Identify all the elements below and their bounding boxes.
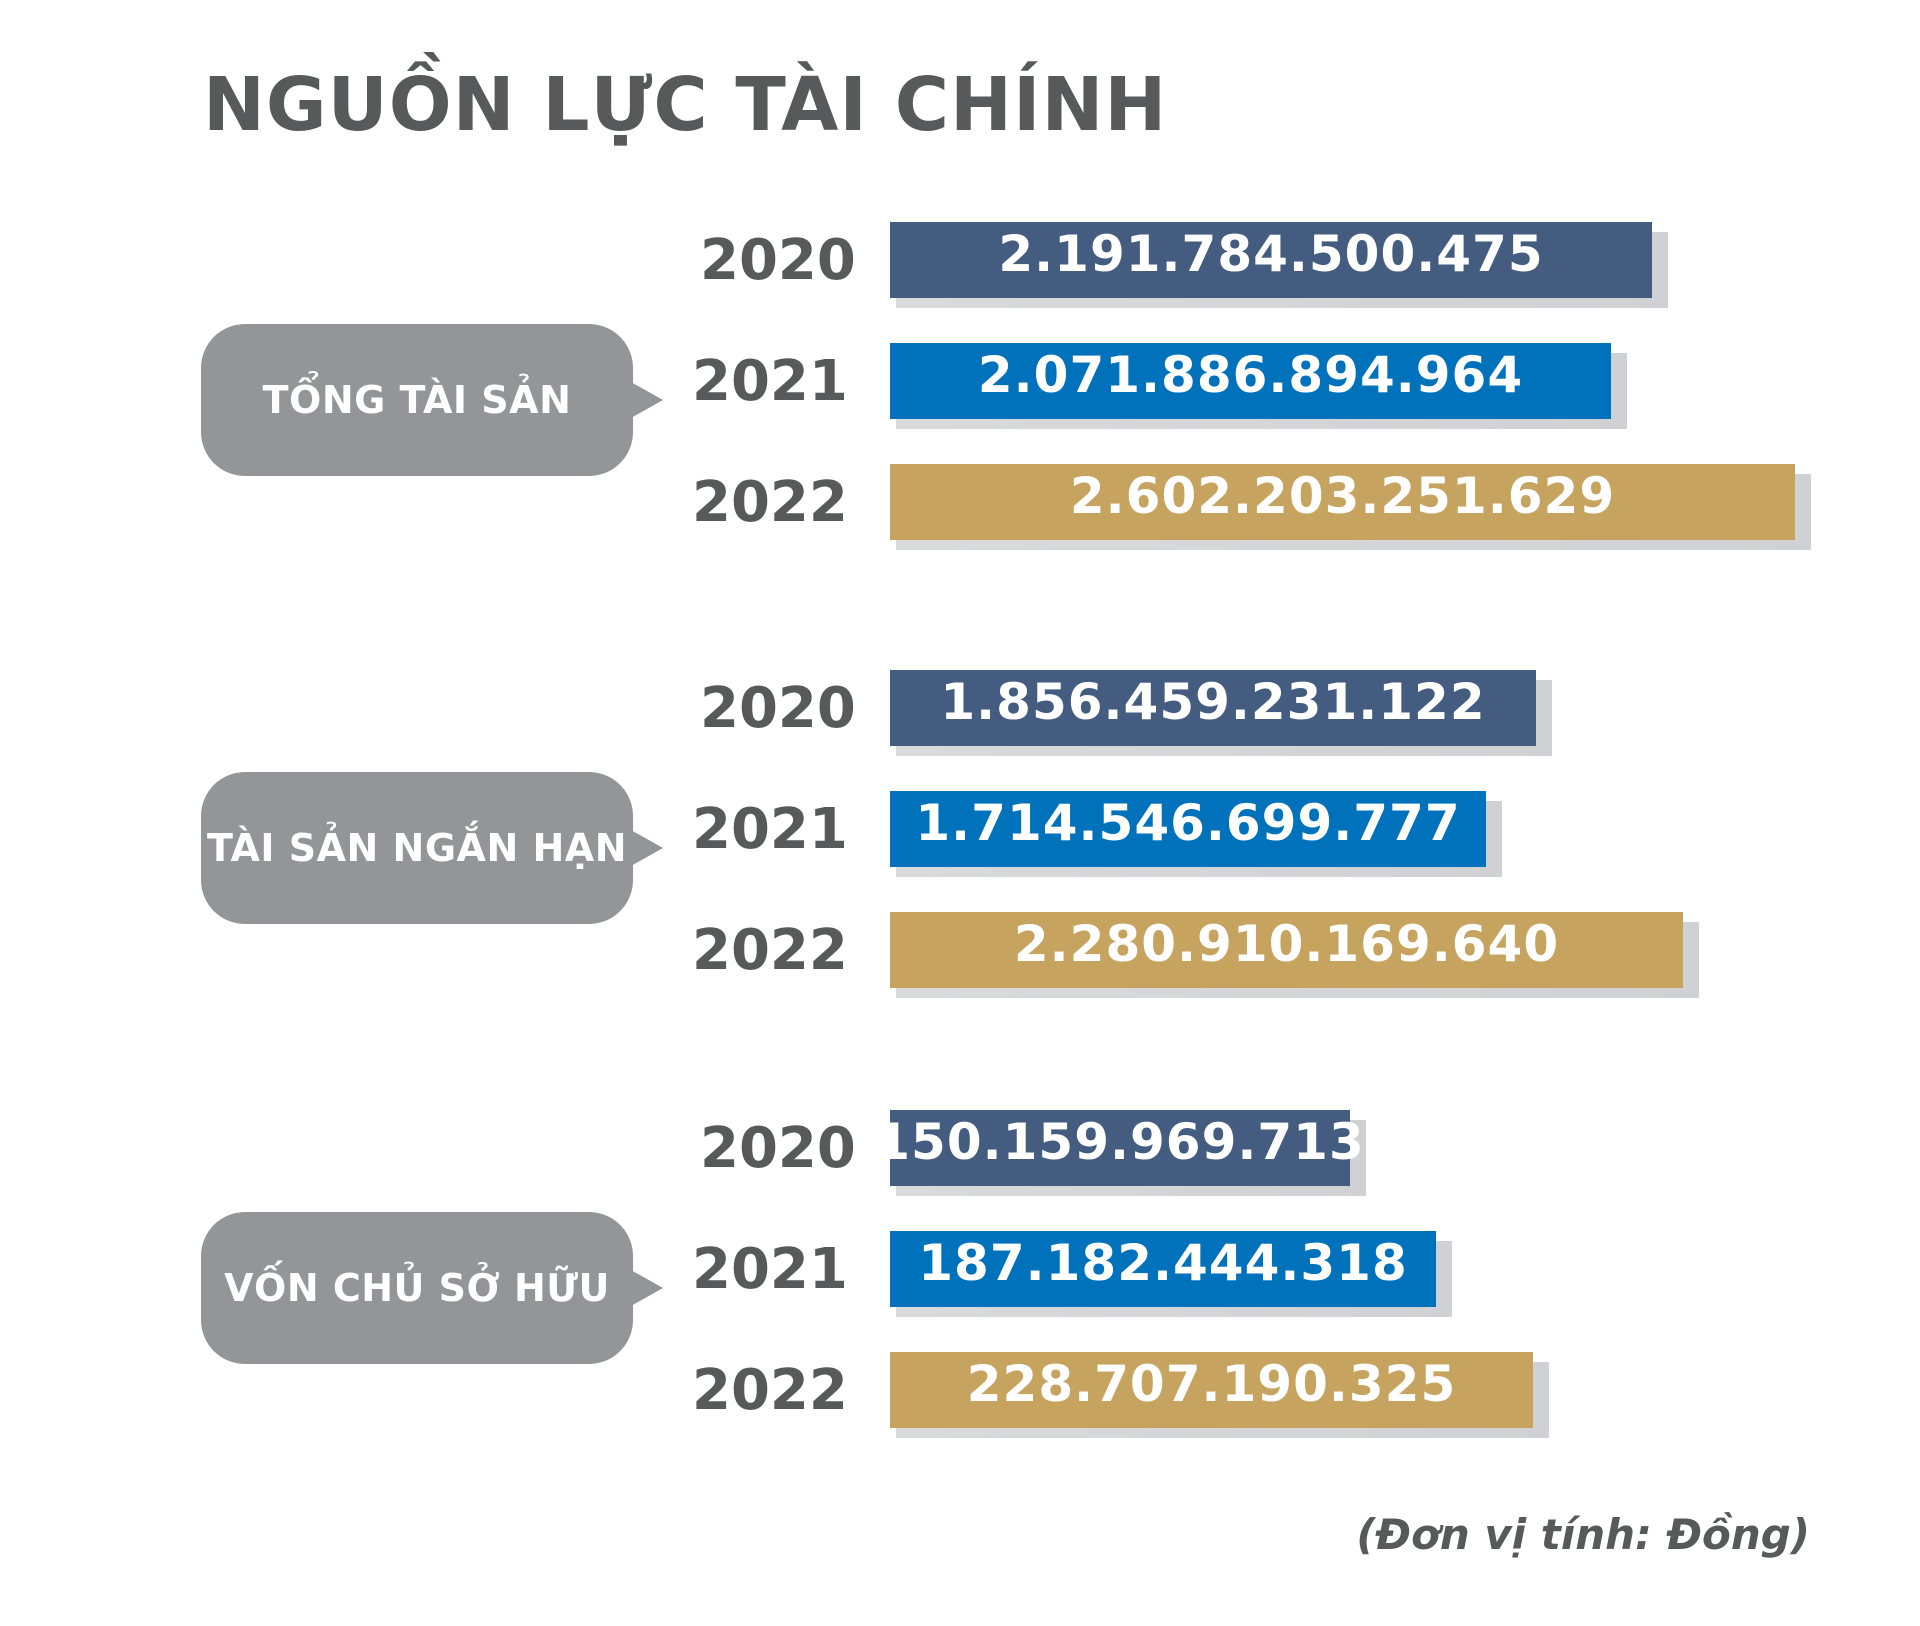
group-0: TỔNG TÀI SẢN 2020 2.191.784.500.475 2021 2.0… — [0, 222, 1920, 552]
bar-2022: 2.602.203.251.629 — [890, 464, 1795, 540]
category-bubble: VỐN CHỦ SỞ HỮU — [201, 1212, 663, 1364]
bar-value-label: 2.602.203.251.629 — [1069, 467, 1616, 525]
bar-2021: 2.071.886.894.964 — [890, 343, 1611, 419]
bar-2022: 2.280.910.169.640 — [890, 912, 1683, 988]
bar-row: 2022 228.707.190.325 — [0, 1352, 1920, 1438]
year-label: 2021 — [692, 349, 848, 414]
bar-2021: 187.182.444.318 — [890, 1231, 1436, 1307]
chart-title: NGUỒN LỰC TÀI CHÍNH — [203, 62, 1168, 148]
bar-value-label: 228.707.190.325 — [966, 1355, 1457, 1413]
bar-value-label: 2.191.784.500.475 — [998, 225, 1544, 283]
bar-row: 2020 150.159.969.713 — [0, 1110, 1920, 1196]
bar-row: 2022 2.280.910.169.640 — [0, 912, 1920, 998]
year-label: 2020 — [700, 228, 856, 293]
year-label: 2021 — [692, 1237, 848, 1302]
bar-row: 2020 1.856.459.231.122 — [0, 670, 1920, 756]
year-label: 2020 — [700, 1116, 856, 1181]
bar-2021: 1.714.546.699.777 — [890, 791, 1486, 867]
year-label: 2020 — [700, 676, 856, 741]
bar-row: 2021 2.071.886.894.964 — [0, 343, 1920, 429]
bar-value-label: 2.071.886.894.964 — [977, 346, 1524, 404]
bar-2020: 2.191.784.500.475 — [890, 222, 1652, 298]
category-bubble: TỔNG TÀI SẢN — [201, 324, 663, 476]
bar-value-label: 1.856.459.231.122 — [940, 673, 1486, 731]
bar-row: 2022 2.602.203.251.629 — [0, 464, 1920, 550]
year-label: 2022 — [692, 470, 848, 535]
bar-row: 2020 2.191.784.500.475 — [0, 222, 1920, 308]
bar-value-label: 2.280.910.169.640 — [1013, 915, 1560, 973]
group-2: VỐN CHỦ SỞ HỮU 2020 150.159.969.713 2021 187… — [0, 1110, 1920, 1440]
bar-2020: 1.856.459.231.122 — [890, 670, 1536, 746]
category-label: TỔNG TÀI SẢN — [262, 378, 572, 422]
bar-value-label: 150.159.969.713 — [875, 1113, 1365, 1171]
category-label: VỐN CHỦ SỞ HỮU — [224, 1266, 610, 1310]
group-1: TÀI SẢN NGẮN HẠN 2020 1.856.459.231.122 202… — [0, 670, 1920, 1000]
year-label: 2021 — [692, 797, 848, 862]
unit-note: (Đơn vị tính: Đồng) — [1356, 1510, 1810, 1559]
bar-2022: 228.707.190.325 — [890, 1352, 1533, 1428]
bar-value-label: 1.714.546.699.777 — [915, 794, 1461, 852]
year-label: 2022 — [692, 1358, 848, 1423]
bar-row: 2021 187.182.444.318 — [0, 1231, 1920, 1317]
category-bubble: TÀI SẢN NGẮN HẠN — [201, 772, 663, 924]
category-label: TÀI SẢN NGẮN HẠN — [206, 826, 627, 870]
bar-value-label: 187.182.444.318 — [918, 1234, 1408, 1292]
bar-row: 2021 1.714.546.699.777 — [0, 791, 1920, 877]
year-label: 2022 — [692, 918, 848, 983]
bar-2020: 150.159.969.713 — [875, 1110, 1364, 1186]
